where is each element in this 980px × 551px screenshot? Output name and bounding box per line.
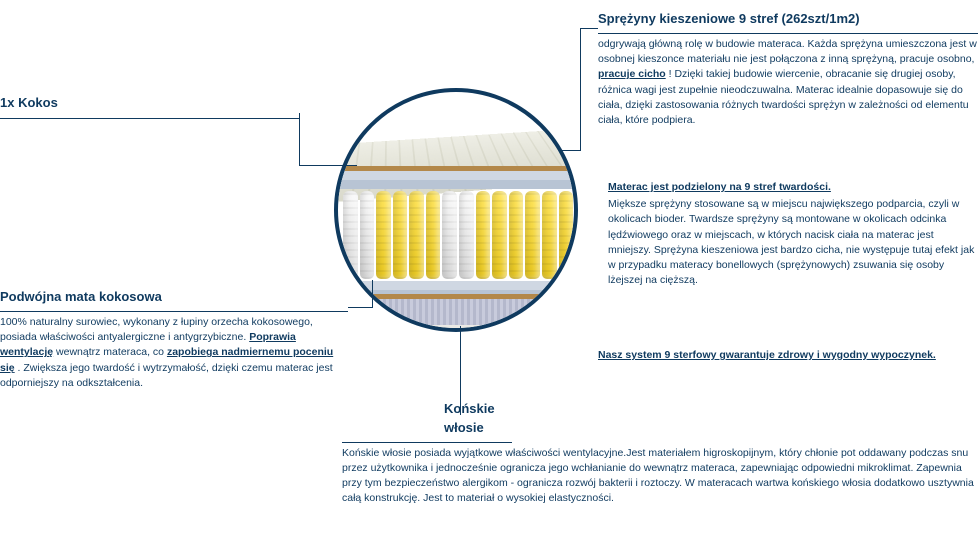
- mattress-cutaway-graphic: [334, 88, 578, 332]
- felt-layer-2: [338, 180, 574, 189]
- label-sprezyny-body-1: odgrywają główną rolę w budowie materaca…: [598, 38, 977, 65]
- spring-cylinder: [559, 191, 574, 279]
- felt-layer-3: [338, 281, 574, 290]
- spring-cylinder: [426, 191, 441, 279]
- leader-line: [299, 113, 300, 165]
- leader-line: [562, 150, 580, 151]
- label-kokos: 1x Kokos: [0, 94, 300, 119]
- foam-base: [338, 325, 574, 332]
- felt-layer-1: [338, 171, 574, 180]
- leader-line: [580, 28, 581, 151]
- label-podwojna-body-2: wewnątrz materaca, co: [56, 346, 167, 358]
- label-system9-text: Nasz system 9 sterfowy gwarantuje zdrowy…: [598, 349, 936, 361]
- label-sprezyny-title: Sprężyny kieszeniowe 9 stref (262szt/1m2…: [598, 10, 978, 34]
- spring-cylinder: [542, 191, 557, 279]
- spring-cylinder: [393, 191, 408, 279]
- pocket-springs-row: [338, 189, 574, 281]
- label-konskie-wlosie: Końskie włosie Końskie włosie posiada wy…: [342, 400, 976, 507]
- spring-cylinder: [360, 191, 375, 279]
- label-materac9-title: Materac jest podzielony na 9 stref tward…: [608, 180, 978, 195]
- leader-line: [580, 28, 598, 29]
- leader-line: [348, 307, 372, 308]
- label-podwojna-mata: Podwójna mata kokosowa 100% naturalny su…: [0, 288, 348, 391]
- spring-cylinder: [376, 191, 391, 279]
- label-podwojna-body-3: . Zwiększa jego twardość i wytrzymałość,…: [0, 362, 333, 389]
- spring-cylinder: [492, 191, 507, 279]
- label-system-9: Nasz system 9 sterfowy gwarantuje zdrowy…: [598, 348, 978, 363]
- label-kokos-title: 1x Kokos: [0, 94, 300, 113]
- spring-cylinder: [409, 191, 424, 279]
- label-podwojna-title: Podwójna mata kokosowa: [0, 288, 348, 312]
- label-konskie-title: Końskie włosie: [342, 400, 512, 443]
- leader-line: [372, 280, 373, 308]
- label-konskie-body: Końskie włosie posiada wyjątkowe właściw…: [342, 447, 974, 505]
- label-sprezyny-bold-1: pracuje cicho: [598, 68, 666, 80]
- label-materac9-body: Miększe sprężyny stosowane są w miejscu …: [608, 198, 974, 286]
- spring-cylinder: [459, 191, 474, 279]
- horsehair-layer: [338, 299, 574, 325]
- label-materac-9-stref: Materac jest podzielony na 9 stref tward…: [608, 180, 978, 289]
- spring-cylinder: [442, 191, 457, 279]
- leader-line: [299, 165, 357, 166]
- spring-cylinder: [525, 191, 540, 279]
- spring-cylinder: [509, 191, 524, 279]
- spring-cylinder: [476, 191, 491, 279]
- spring-cylinder: [343, 191, 358, 279]
- label-sprezyny: Sprężyny kieszeniowe 9 stref (262szt/1m2…: [598, 10, 978, 128]
